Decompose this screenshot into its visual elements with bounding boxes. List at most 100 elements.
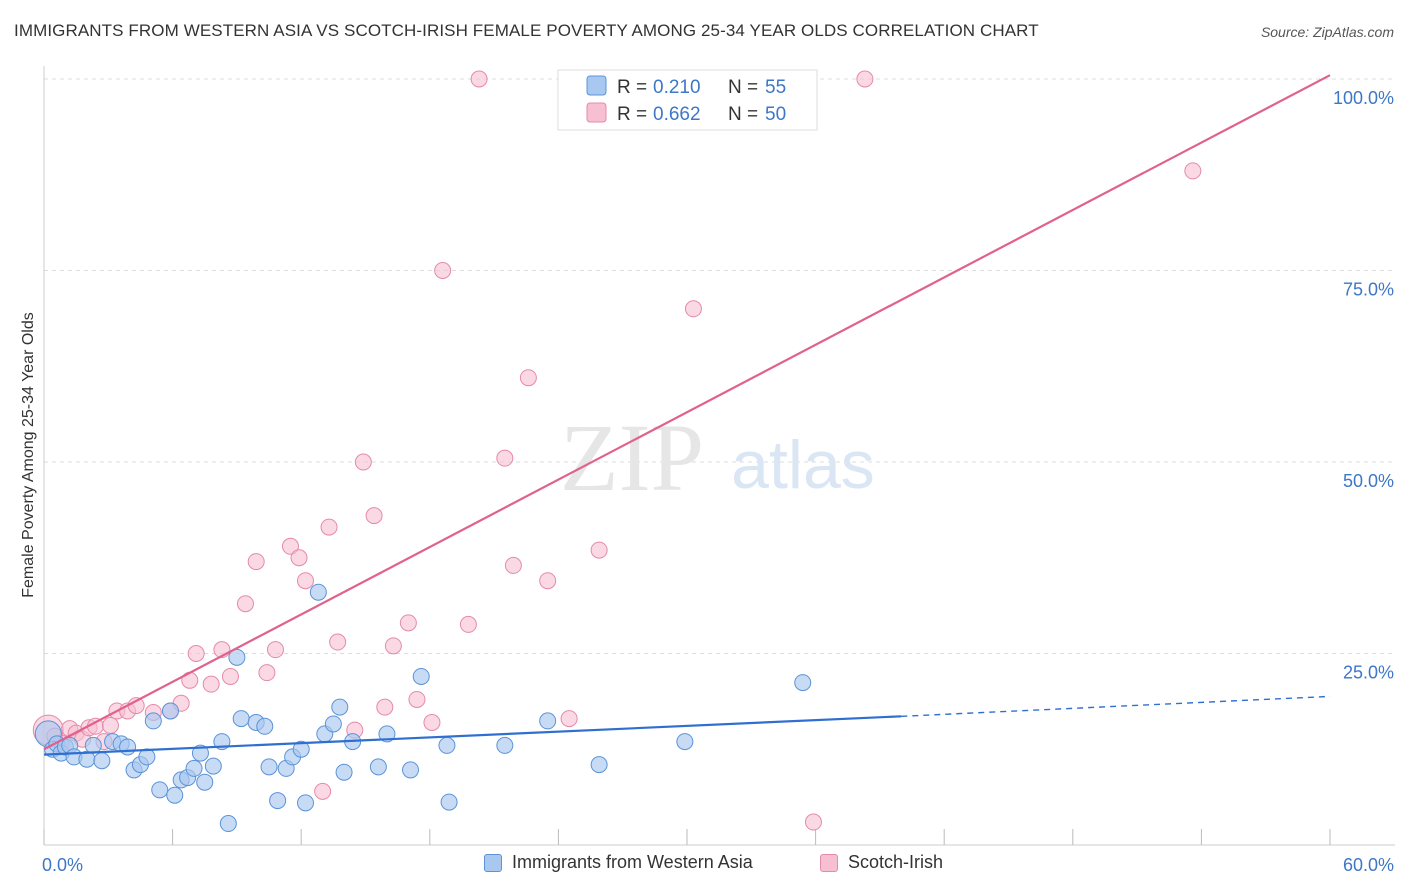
legend-r-value: 0.210: [653, 77, 701, 98]
legend-r-label: R =: [617, 77, 647, 98]
y-tick-label: 50.0%: [1343, 471, 1394, 491]
western-asia-point: [138, 748, 156, 766]
western-asia-point: [324, 715, 342, 733]
y-tick-label: 100.0%: [1333, 88, 1394, 108]
legend-n-value: 55: [765, 77, 786, 98]
western-asia-point: [539, 712, 557, 730]
western-asia-point: [412, 667, 430, 685]
scotch-irish-point: [281, 537, 299, 555]
source-label: Source: ZipAtlas.com: [1260, 24, 1394, 40]
scotch-irish-point: [354, 453, 372, 471]
watermark: ZIP atlas: [560, 404, 875, 511]
y-axis-label: Female Poverty Among 25-34 Year Olds: [20, 312, 37, 598]
western-asia-point: [219, 815, 237, 833]
western-asia-point: [369, 758, 387, 776]
western-asia-point: [256, 717, 274, 735]
western-asia-point: [590, 756, 608, 774]
legend-bottom: Immigrants from Western Asia Scotch-Iris…: [0, 850, 1406, 880]
western-asia-point: [269, 792, 287, 810]
western-asia-point: [292, 740, 310, 758]
scotch-irish-point: [376, 698, 394, 716]
scotch-irish-point: [423, 713, 441, 731]
scotch-irish-point: [496, 449, 514, 467]
scotch-irish-point: [266, 641, 284, 659]
legend-r-value: 0.662: [653, 104, 701, 125]
western-asia-point: [496, 736, 514, 754]
western-asia-trend-extension: [901, 695, 1331, 718]
western-asia-point: [296, 794, 314, 812]
scotch-irish-point: [320, 518, 338, 536]
scotch-irish-point: [684, 300, 702, 318]
western-asia-point: [93, 752, 111, 770]
western-asia-point: [438, 736, 456, 754]
scotch-irish-trend-line: [43, 74, 1331, 751]
scotch-irish-point: [314, 782, 332, 800]
x-tick-label: 60.0%: [1343, 855, 1394, 875]
scotch-irish-point: [470, 70, 488, 88]
western-asia-point: [84, 736, 102, 754]
western-asia-trend-line: [43, 715, 902, 756]
legend-swatch-western-asia: [586, 75, 607, 96]
western-asia-point: [166, 786, 184, 804]
scotch-irish-point: [459, 615, 477, 633]
scotch-irish-point: [539, 572, 557, 590]
western-asia-point: [676, 733, 694, 751]
western-asia-point: [232, 710, 250, 728]
legend-n-value: 50: [765, 104, 786, 125]
scotch-irish-point: [519, 369, 537, 387]
scotch-irish-point: [399, 614, 417, 632]
scotch-irish-point: [236, 595, 254, 613]
chart-title: IMMIGRANTS FROM WESTERN ASIA VS SCOTCH-I…: [14, 21, 1039, 40]
scotch-irish-point: [221, 667, 239, 685]
legend-top: R = 0.210 N = 55 R = 0.662 N = 50: [557, 69, 818, 131]
x-tick-label: 0.0%: [42, 855, 83, 875]
western-asia-point: [204, 757, 222, 775]
western-asia-point: [331, 698, 349, 716]
watermark-zip: ZIP: [560, 404, 704, 511]
legend-r-label: R =: [617, 104, 647, 125]
scotch-irish-point: [384, 637, 402, 655]
western-asia-point: [440, 793, 458, 811]
legend-label: Scotch-Irish: [848, 852, 944, 872]
scotch-irish-point: [202, 675, 220, 693]
western-asia-point: [260, 758, 278, 776]
scotch-irish-point: [101, 717, 119, 735]
western-asia-point: [794, 674, 812, 692]
legend-item-scotch-irish[interactable]: Scotch-Irish: [820, 852, 943, 873]
y-tick-label: 25.0%: [1343, 663, 1394, 683]
western-asia-point: [378, 725, 396, 743]
western-asia-point: [196, 773, 214, 791]
axes: [43, 66, 1395, 846]
scotch-irish-point: [296, 572, 314, 590]
western-asia-point: [119, 738, 137, 756]
western-asia-point: [144, 712, 162, 730]
watermark-atlas: atlas: [731, 427, 875, 503]
legend-swatch-scotch-irish: [586, 102, 607, 123]
legend-n-label: N =: [728, 77, 758, 98]
legend-item-western-asia[interactable]: Immigrants from Western Asia: [484, 852, 753, 873]
scotch-irish-point: [504, 556, 522, 574]
scotch-irish-point: [247, 553, 265, 571]
scotch-irish-point: [187, 645, 205, 662]
scotch-irish-point: [856, 70, 874, 88]
legend-swatch-western-asia: [484, 853, 502, 872]
scotch-irish-point: [258, 664, 276, 682]
scotch-irish-point: [560, 710, 578, 728]
scotch-irish-point: [590, 541, 608, 559]
scotch-irish-point: [408, 690, 426, 708]
western-asia-point: [161, 702, 179, 720]
y-tick-label: 75.0%: [1343, 280, 1394, 300]
western-asia-point: [191, 744, 209, 762]
western-asia-point: [185, 759, 203, 777]
trend-lines: [43, 74, 1331, 756]
scotch-irish-point: [290, 549, 308, 567]
scotch-irish-point: [1184, 162, 1202, 180]
scotch-irish-point: [434, 262, 452, 279]
legend-swatch-scotch-irish: [820, 853, 838, 872]
scotch-irish-point: [365, 507, 383, 525]
western-asia-point: [335, 763, 353, 781]
scotch-irish-point: [804, 813, 822, 831]
legend-label: Immigrants from Western Asia: [512, 852, 753, 872]
tick-labels: 25.0% 50.0% 75.0% 100.0% 0.0% 60.0%: [42, 88, 1394, 875]
